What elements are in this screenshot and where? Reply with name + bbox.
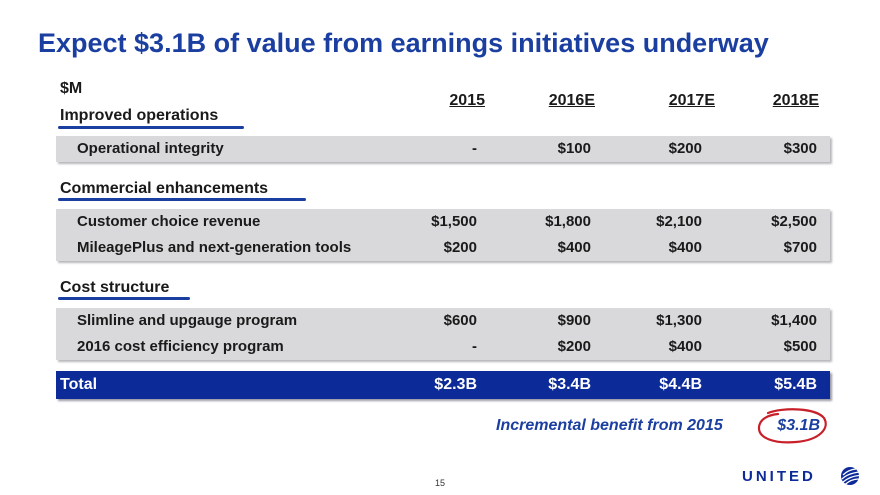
total-value: $4.4B [659,376,702,393]
total-value: $3.4B [548,376,591,393]
band-commercial-enhancements: Customer choice revenue $1,500 $1,800 $2… [56,209,830,261]
cell-value: $200 [443,239,477,256]
cell-value: $900 [557,312,591,329]
united-globe-icon [841,467,860,485]
total-value: $2.3B [434,376,477,393]
cell-value: $400 [668,338,702,355]
page-number: 15 [434,478,445,488]
total-row: Total $2.3B $3.4B $4.4B $5.4B [56,371,830,399]
cell-value: $2,500 [771,213,817,230]
cell-value: $700 [783,239,817,256]
row-label: Operational integrity [77,140,224,157]
united-logo-text: UNITED [742,468,816,485]
highlight-circle [757,408,827,444]
section-heading-commercial-enhancements: Commercial enhancements [60,180,269,197]
cell-value: $400 [668,239,702,256]
table-row: Operational integrity - $100 $200 $300 [56,136,830,162]
cell-value: $600 [443,312,477,329]
row-label: Slimline and upgauge program [77,312,298,329]
page-title: Expect $3.1B of value from earnings init… [38,28,769,58]
cell-value: $1,500 [431,213,477,230]
row-label: 2016 cost efficiency program [77,338,284,355]
cell-value: $400 [557,239,591,256]
cell-value: $200 [557,338,591,355]
incremental-benefit-value: $3.1B [777,417,820,434]
section-underline [58,198,306,201]
table-row: Customer choice revenue $1,500 $1,800 $2… [56,209,830,235]
cell-value: $1,400 [771,312,817,329]
total-value: $5.4B [774,376,817,393]
section-underline [58,297,190,300]
incremental-benefit-label: Incremental benefit from 2015 [496,417,723,434]
section-underline [58,126,244,129]
total-label: Total [60,376,98,393]
column-header-2016e: 2016E [548,92,595,109]
cell-value: - [472,140,477,157]
band-cost-structure: Slimline and upgauge program $600 $900 $… [56,308,830,360]
row-label: MileagePlus and next-generation tools [77,239,352,256]
table-row: MileagePlus and next-generation tools $2… [56,235,830,261]
column-header-2018e: 2018E [772,92,819,109]
cell-value: - [472,338,477,355]
cell-value: $1,800 [545,213,591,230]
cell-value: $300 [783,140,817,157]
cell-value: $500 [783,338,817,355]
band-improved-operations: Operational integrity - $100 $200 $300 [56,136,830,162]
cell-value: $100 [557,140,591,157]
section-heading-improved-operations: Improved operations [60,107,219,124]
row-label: Customer choice revenue [77,213,261,230]
table-row: 2016 cost efficiency program - $200 $400… [56,334,830,360]
cell-value: $2,100 [656,213,702,230]
column-header-2017e: 2017E [668,92,715,109]
column-header-2015: 2015 [449,92,485,109]
table-row: Slimline and upgauge program $600 $900 $… [56,308,830,334]
cell-value: $1,300 [656,312,702,329]
unit-label: $M [60,80,83,97]
cell-value: $200 [668,140,702,157]
section-heading-cost-structure: Cost structure [60,279,170,296]
